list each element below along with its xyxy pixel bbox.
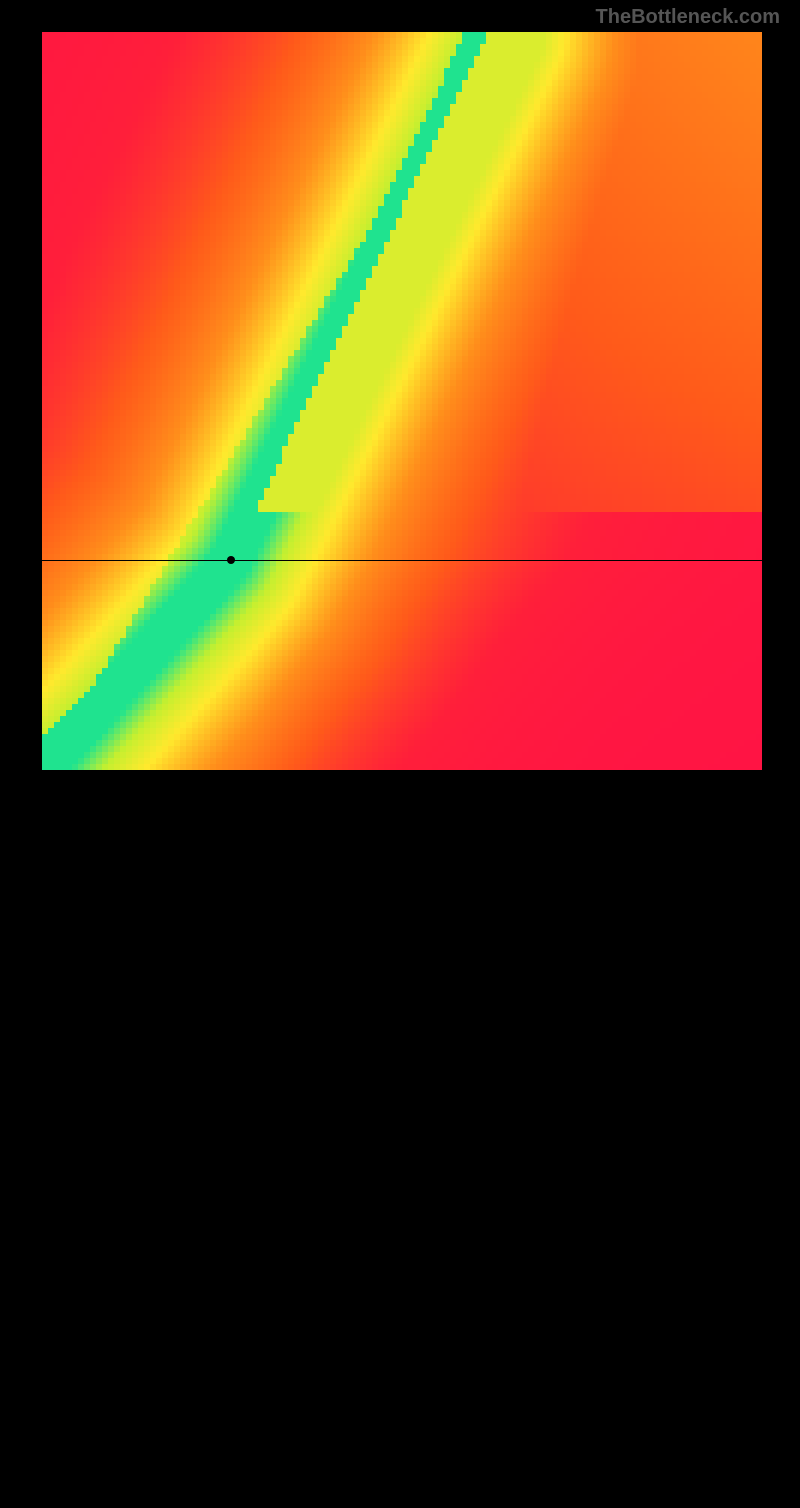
crosshair-vertical: [231, 770, 232, 1508]
crosshair-marker: [227, 556, 235, 564]
bottleneck-heatmap-chart: [42, 32, 762, 770]
heatmap-canvas: [42, 32, 762, 770]
watermark-text: TheBottleneck.com: [596, 6, 780, 29]
crosshair-horizontal: [42, 560, 762, 561]
